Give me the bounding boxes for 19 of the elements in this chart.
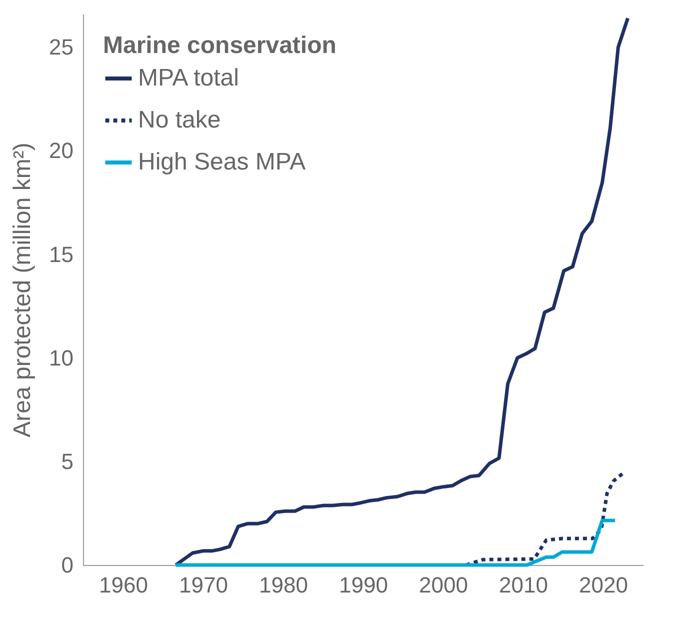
x-tick-label: 2010 [499, 572, 548, 598]
y-tick-label: 0 [61, 552, 74, 578]
x-tick-label: 2000 [419, 572, 468, 598]
legend-title: Marine conservation [103, 32, 336, 59]
y-tick-label: 5 [61, 448, 74, 474]
x-tick-label: 2020 [579, 572, 628, 598]
x-tick-label: 1990 [339, 572, 388, 598]
line-series [174, 518, 617, 567]
y-axis-title: Area protected (million km²) [9, 142, 36, 438]
legend-label: High Seas MPA [138, 148, 306, 176]
y-tick-label: 10 [49, 345, 74, 370]
x-tick-label: 1960 [99, 572, 148, 598]
y-tick-label: 15 [49, 242, 74, 267]
legend-label: MPA total [138, 64, 239, 92]
x-tick-label: 1980 [259, 572, 308, 598]
legend-label: No take [138, 106, 221, 134]
x-tick-label: 1970 [179, 572, 228, 598]
y-tick-label: 25 [49, 34, 74, 60]
y-tick-label: 20 [49, 138, 74, 164]
